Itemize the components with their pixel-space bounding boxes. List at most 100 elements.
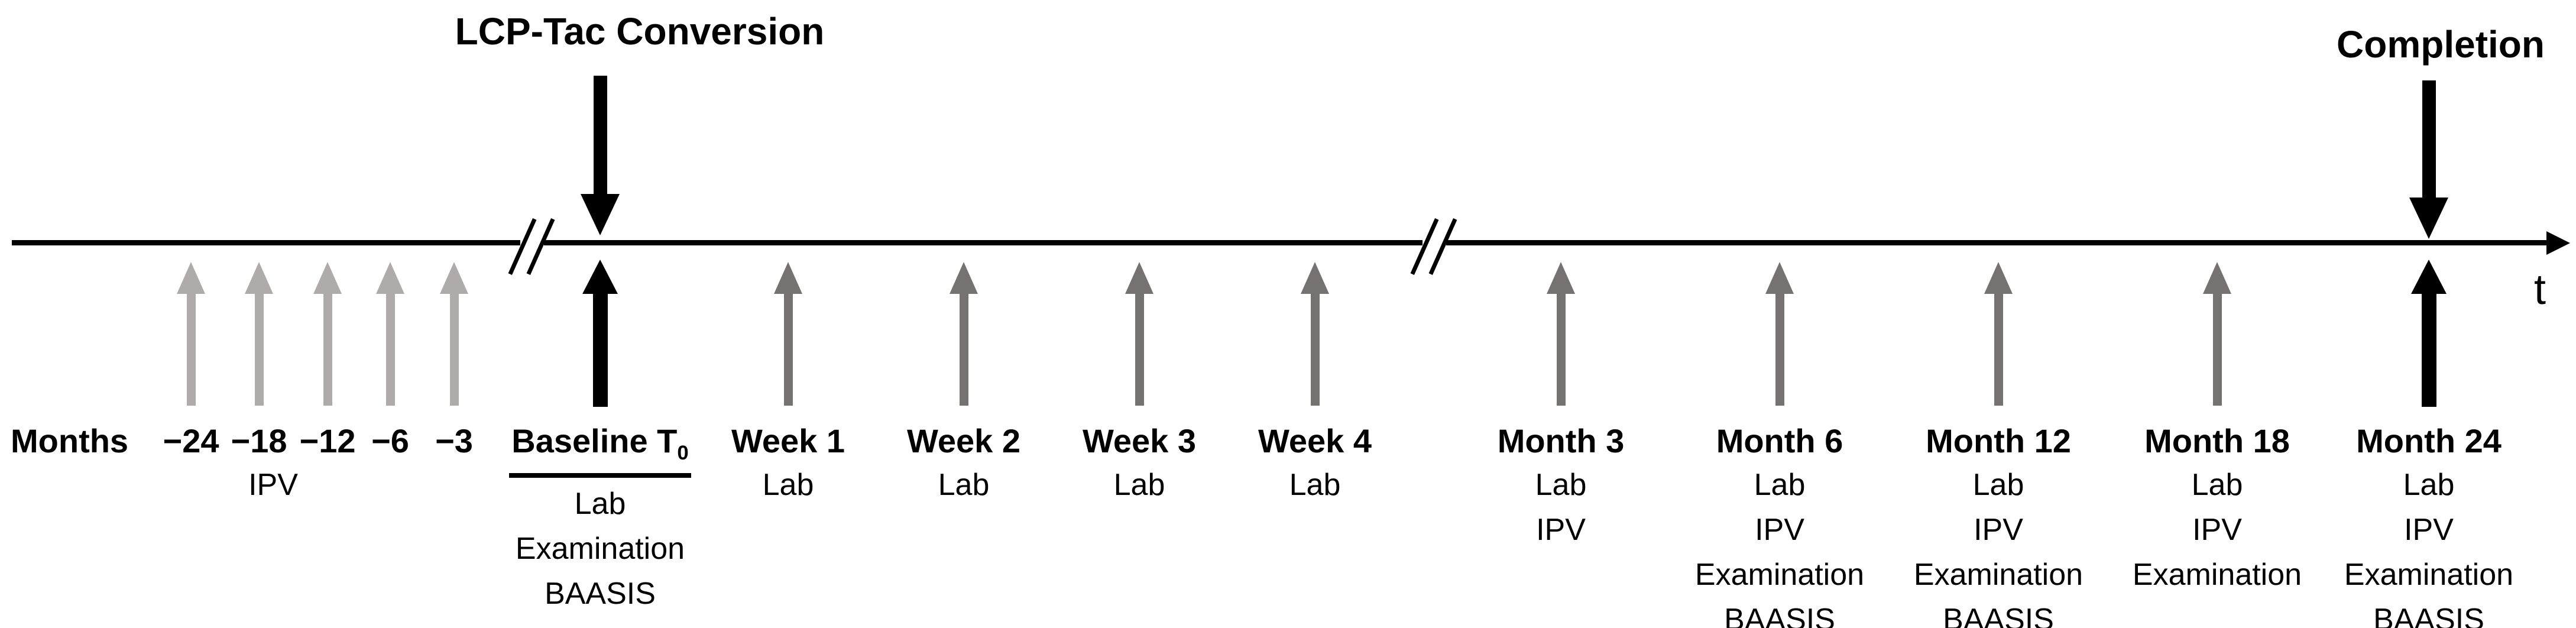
- event-column-week-3: Week 3 Lab: [980, 423, 1299, 507]
- marker-title-lcp-tac-conversion: LCP-Tac Conversion: [455, 10, 825, 53]
- arrow-shaft: [2212, 294, 2222, 406]
- event-column-week-4: Week 4 Lab: [1155, 423, 1475, 507]
- visit-arrow-week-1: [774, 262, 802, 406]
- event-detail: Lab: [762, 468, 814, 502]
- arrow-head-icon: [1765, 262, 1794, 294]
- event-column-week-1: Week 1 Lab: [628, 423, 948, 507]
- visit-arrow-month-24: [2411, 260, 2447, 407]
- event-detail: IPV: [1974, 513, 2023, 547]
- event-name-text: Month 12: [1926, 422, 2071, 459]
- timeline-axis: [12, 240, 2549, 245]
- arrow-head-icon: [1301, 262, 1329, 294]
- event-detail: BAASIS: [2373, 603, 2484, 628]
- event-detail: BAASIS: [545, 577, 656, 611]
- arrow-shaft: [1994, 294, 2003, 406]
- event-name-week-1: Week 1: [628, 423, 948, 459]
- arrow-shaft: [186, 294, 196, 406]
- arrow-shaft: [1556, 294, 1566, 406]
- event-column-month-18: Month 18 Lab IPV Examination: [2057, 423, 2377, 597]
- arrow-shaft: [323, 294, 332, 406]
- arrow-head-icon: [1125, 262, 1153, 294]
- event-detail: BAASIS: [1724, 603, 1835, 628]
- event-column-week-2: Week 2 Lab: [804, 423, 1123, 507]
- arrow-head-icon: [1984, 262, 2013, 294]
- event-name-month-24: Month 24: [2269, 423, 2576, 459]
- event-detail: Lab: [1754, 468, 1806, 502]
- arrow-shaft: [1135, 294, 1144, 406]
- event-detail: IPV: [2404, 513, 2454, 547]
- event-name-month-6: Month 6: [1620, 423, 1939, 459]
- arrow-head-icon: [376, 262, 404, 294]
- event-detail: Examination: [2132, 558, 2302, 592]
- event-name-baseline: Baseline T0: [440, 423, 760, 478]
- event-name-text: Baseline T0: [509, 423, 691, 478]
- pre-baseline-visit-arrow-−12: [313, 262, 342, 406]
- event-column-month-3: Month 3 Lab IPV: [1401, 423, 1720, 552]
- event-name-month-12: Month 12: [1839, 423, 2158, 459]
- event-detail: IPV: [2192, 513, 2242, 547]
- arrow-shaft: [783, 294, 793, 406]
- pre-baseline-visit-arrow-−3: [440, 262, 468, 406]
- pre-baseline-ipv-label: IPV: [248, 468, 298, 502]
- pre-baseline-visit-arrow-−24: [177, 262, 205, 406]
- arrow-shaft: [254, 294, 264, 406]
- event-detail: Examination: [1694, 558, 1865, 592]
- time-axis-label: t: [2534, 266, 2546, 313]
- event-name-text: Month 18: [2144, 422, 2290, 459]
- pre-baseline-visit-arrow-−6: [376, 262, 404, 406]
- arrow-head-icon: [774, 262, 802, 294]
- pre-baseline-visit-arrow-−18: [245, 262, 273, 406]
- arrow-head-icon: [582, 260, 618, 294]
- arrow-head-icon: [313, 262, 342, 294]
- event-column-month-24: Month 24 Lab IPV Examination BAASIS: [2269, 423, 2576, 628]
- event-detail: Examination: [515, 532, 685, 567]
- visit-arrow-week-2: [950, 262, 978, 406]
- arrow-head-icon: [177, 262, 205, 294]
- marker-arrow-lcp-tac-conversion: [581, 76, 620, 235]
- arrow-shaft: [593, 76, 607, 194]
- visit-arrow-month-3: [1547, 262, 1575, 406]
- event-name-week-3: Week 3: [980, 423, 1299, 459]
- visit-arrow-week-3: [1125, 262, 1153, 406]
- event-name-text: Week 4: [1258, 422, 1372, 459]
- event-column-month-12: Month 12 Lab IPV Examination BAASIS: [1839, 423, 2158, 628]
- event-detail: BAASIS: [1943, 603, 2054, 628]
- event-name-week-2: Week 2: [804, 423, 1123, 459]
- event-name-text: Month 3: [1497, 422, 1625, 459]
- visit-arrow-week-4: [1301, 262, 1329, 406]
- visit-arrow-baseline: [582, 260, 618, 407]
- arrow-shaft: [449, 294, 459, 406]
- event-detail: Lab: [1972, 468, 2024, 502]
- arrow-head-icon: [2409, 198, 2448, 239]
- event-name-text: Week 3: [1083, 422, 1196, 459]
- event-name-week-4: Week 4: [1155, 423, 1475, 459]
- visit-arrow-month-12: [1984, 262, 2013, 406]
- event-detail: Examination: [1913, 558, 2084, 592]
- event-detail: IPV: [1755, 513, 1804, 547]
- months-axis-label: Months: [11, 422, 129, 459]
- arrow-shaft: [592, 294, 608, 407]
- event-detail: Lab: [2191, 468, 2243, 502]
- event-detail: Lab: [1535, 468, 1587, 502]
- event-name-text: Month 24: [2356, 422, 2502, 459]
- visit-arrow-month-18: [2203, 262, 2231, 406]
- arrow-shaft: [385, 294, 395, 406]
- marker-arrow-completion: [2409, 80, 2448, 239]
- event-name-text: Week 2: [907, 422, 1020, 459]
- pre-baseline-tick-label-−24: −24: [163, 422, 219, 459]
- event-name-month-3: Month 3: [1401, 423, 1720, 459]
- arrow-head-icon: [2203, 262, 2231, 294]
- event-detail: Lab: [938, 468, 990, 502]
- pre-baseline-tick-label-−18: −18: [231, 422, 287, 459]
- event-detail: Examination: [2344, 558, 2514, 592]
- event-name-text: Month 6: [1716, 422, 1843, 459]
- event-detail: Lab: [574, 487, 626, 522]
- event-column-baseline: Baseline T0 Lab Examination BAASIS: [440, 423, 760, 616]
- arrow-shaft: [1310, 294, 1320, 406]
- arrow-head-icon: [950, 262, 978, 294]
- event-name-month-18: Month 18: [2057, 423, 2377, 459]
- visit-arrow-month-6: [1765, 262, 1794, 406]
- pre-baseline-tick-label-−3: −3: [435, 422, 473, 459]
- arrow-shaft: [1775, 294, 1784, 406]
